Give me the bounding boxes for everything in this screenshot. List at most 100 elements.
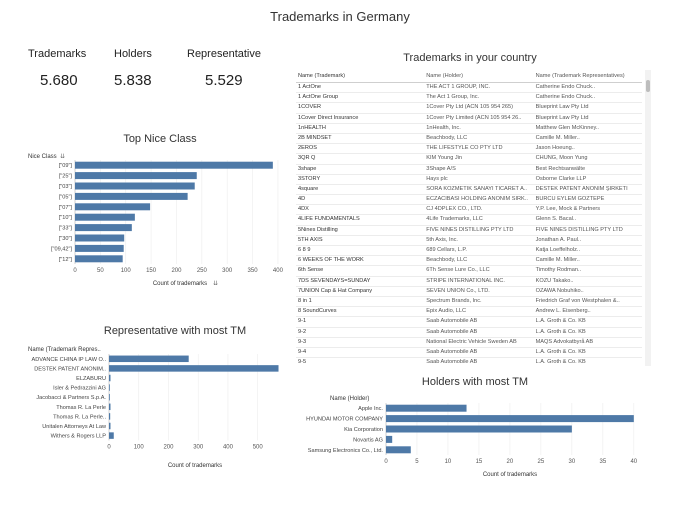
header-trademark[interactable]: Name (Trademark)	[298, 73, 346, 79]
category-label: Apple Inc.	[358, 406, 383, 412]
bar[interactable]	[386, 435, 393, 443]
table-row[interactable]: 4D ECZACIBASI HOLDING ANONIM SIRK.. BURCU …	[296, 195, 642, 206]
table-row[interactable]: 3STORY Hays plc Osborne Clarke LLP	[296, 175, 642, 185]
cell-representative: Best Rechtsanwälte	[535, 165, 586, 172]
scrollbar-thumb[interactable]	[646, 80, 650, 92]
cell-holder: KIM Young Jin	[426, 155, 463, 162]
x-tick-label: 150	[146, 268, 157, 274]
table-row[interactable]: 2EROS THE LIFESTYLE CO PTY LTD Jason Hoeun…	[296, 144, 642, 155]
table-row[interactable]: 1 ActOne Group The Act 1 Group, Inc. Cathe…	[296, 93, 642, 104]
kpi-representative-label: Representative	[187, 48, 261, 60]
cell-trademark: 4DX	[298, 206, 309, 213]
bar[interactable]	[109, 365, 279, 372]
table-row[interactable]: 5TH AXIS 5th Axis, Inc. Jonathan A. Paul..	[296, 236, 642, 246]
table-row[interactable]: 3shape 3Shape A/S Best Rechtsanwälte	[296, 165, 642, 175]
table-row[interactable]: 8 SoundCurves Epix Audio, LLC Andrew L. Ei…	[296, 307, 642, 318]
cell-representative: Matthew Glen McKinney..	[535, 124, 599, 131]
bar[interactable]	[75, 224, 132, 232]
table-row[interactable]: 4LIFE FUNDAMENTALS 4Life Trademarks, LLC G…	[296, 215, 642, 226]
representative-dimension-label: Name (Trademark Repres..	[28, 347, 101, 353]
bar[interactable]	[75, 172, 197, 180]
table-row[interactable]: 9-2 Saab Automobile AB L.A. Groth & Co. KB	[296, 328, 642, 338]
bar[interactable]	[109, 374, 111, 382]
table-row[interactable]: 7UNION Cap & Hat Company SEVEN UNION Co.,…	[296, 287, 642, 297]
category-label: Withers & Rogers LLP	[51, 434, 107, 440]
bar[interactable]	[75, 182, 195, 190]
category-label: Thomas R. La Perle..	[53, 414, 106, 420]
bar[interactable]	[75, 203, 151, 211]
table-row[interactable]: 6 8 9 689 Cellars, L.P. Katja Loeffelholz.…	[296, 246, 642, 257]
cell-representative: Jason Hoeung..	[535, 145, 575, 152]
bar[interactable]	[75, 234, 125, 242]
kpi-trademarks-value: 5.680	[40, 72, 78, 89]
table-row[interactable]: 4square SORA KOZMETIK SANAYI TICARET A.. D…	[296, 185, 642, 196]
bar[interactable]	[75, 244, 124, 252]
table-row[interactable]: 1nHEALTH 1nHealth, Inc. Matthew Glen McKin…	[296, 124, 642, 134]
table-title: Trademarks in your country	[403, 52, 537, 64]
cell-holder: 6Th Sense Lure Co., LLC	[426, 267, 490, 274]
table-row[interactable]: 1Cover Direct Insurance 1Cover Pty Limite…	[296, 114, 642, 124]
cell-holder: CJ 4DPLEX CO., LTD.	[426, 206, 483, 213]
bar[interactable]	[109, 393, 110, 401]
x-tick-label: 50	[97, 268, 104, 274]
bar[interactable]	[75, 255, 123, 263]
bar[interactable]	[109, 413, 111, 420]
bar[interactable]	[109, 355, 189, 363]
cell-trademark: 1Cover Direct Insurance	[298, 114, 359, 121]
cell-holder: Beachbody, LLC	[426, 134, 468, 141]
table-row[interactable]: 2B MINDSET Beachbody, LLC Camille M. Mille…	[296, 134, 642, 145]
table-row[interactable]: 5Nines Distilling FIVE NINES DISTILLING P…	[296, 226, 642, 236]
bar[interactable]	[386, 415, 634, 423]
cell-holder: THE LIFESTYLE CO PTY LTD	[426, 145, 503, 152]
cell-representative: DESTEK PATENT ANONIM ŞIRKETI	[535, 185, 628, 192]
table-row[interactable]: 9-5 Saab Automobile AB L.A. Groth & Co. KB	[296, 358, 642, 366]
table-row[interactable]: 7DS SEVENDAYS=SUNDAY STRIPE INTERNATIONAL…	[296, 277, 642, 287]
cell-holder: 1Cover Pty Ltd (ACN 105 954 265)	[426, 104, 513, 111]
bar[interactable]	[386, 425, 572, 433]
cell-holder: FIVE NINES DISTILLING PTY LTD	[426, 226, 514, 233]
cell-holder: ECZACIBASI HOLDING ANONIM SIRK..	[426, 196, 528, 203]
bar[interactable]	[386, 446, 411, 454]
cell-representative: BURCU EYLEM GOZTEPE	[535, 196, 605, 203]
cell-holder: Saab Automobile AB	[426, 359, 478, 366]
cell-holder: 5th Axis, Inc.	[426, 236, 458, 243]
holders-dimension-label: Name (Holder)	[330, 396, 369, 402]
table-row[interactable]: 4DX CJ 4DPLEX CO., LTD. Y.P. Lee, Mock & P…	[296, 205, 642, 216]
sort-icon[interactable]: ⇊	[213, 280, 218, 287]
header-holder[interactable]: Name (Holder)	[426, 73, 463, 79]
table-row[interactable]: 9-4 Saab Automobile AB L.A. Groth & Co. KB	[296, 348, 642, 359]
table-row[interactable]: 9-1 Saab Automobile AB L.A. Groth & Co. KB	[296, 317, 642, 328]
header-representative[interactable]: Name (Trademark Representatives)	[535, 73, 625, 79]
cell-representative: Jonathan A. Paul..	[535, 236, 582, 243]
table-row[interactable]: 6 WEEKS OF THE WORK Beachbody, LLC Camille…	[296, 256, 642, 267]
representative-chart: Name (Trademark Repres.. 0 100 200 300 400 50…	[28, 347, 279, 469]
trademarks-table[interactable]: Name (Trademark) Name (Holder) Name (Tra…	[296, 70, 642, 366]
cell-representative: Katja Loeffelholz..	[535, 247, 580, 253]
bar[interactable]	[109, 432, 114, 439]
bar[interactable]	[75, 213, 135, 221]
table-row[interactable]: 6th Sense 6Th Sense Lure Co., LLC Timothy …	[296, 266, 642, 277]
cell-representative: Osborne Clarke LLP	[535, 175, 587, 182]
bar[interactable]	[386, 404, 467, 412]
table-row[interactable]: 9-3 National Electric Vehicle Sweden AB MA…	[296, 338, 642, 348]
cell-trademark: 9-3	[298, 338, 307, 345]
bar[interactable]	[109, 384, 110, 391]
table-row[interactable]: 1COVER 1Cover Pty Ltd (ACN 105 954 265) Bl…	[296, 103, 642, 114]
table-row[interactable]: 8 in 1 Spectrum Brands, Inc. Friedrich Gra…	[296, 297, 642, 308]
table-row[interactable]: 3QR Q KIM Young Jin CHUNG, Moon Yung	[296, 154, 642, 165]
bar[interactable]	[109, 403, 111, 411]
cell-trademark: 1 ActOne Group	[298, 94, 339, 101]
sort-icon[interactable]: ⇊	[60, 153, 65, 160]
category-label: ["09"]	[59, 163, 73, 169]
bar[interactable]	[75, 161, 273, 169]
bar[interactable]	[109, 422, 111, 430]
table-scrollbar[interactable]	[645, 70, 651, 366]
bar[interactable]	[75, 192, 188, 200]
nice-class-dimension-label: Nice Class	[28, 154, 57, 160]
cell-representative: Camille M. Miller..	[535, 134, 580, 141]
representative-x-label: Count of trademarks	[168, 463, 222, 469]
category-label: Jacobacci & Partners S.p.A.	[36, 395, 106, 401]
cell-trademark: 2EROS	[298, 145, 317, 152]
table-row[interactable]: 1 ActOne THE ACT 1 GROUP, INC. Catherine E…	[296, 83, 642, 94]
cell-representative: Y.P. Lee, Mock & Partners	[535, 206, 601, 213]
